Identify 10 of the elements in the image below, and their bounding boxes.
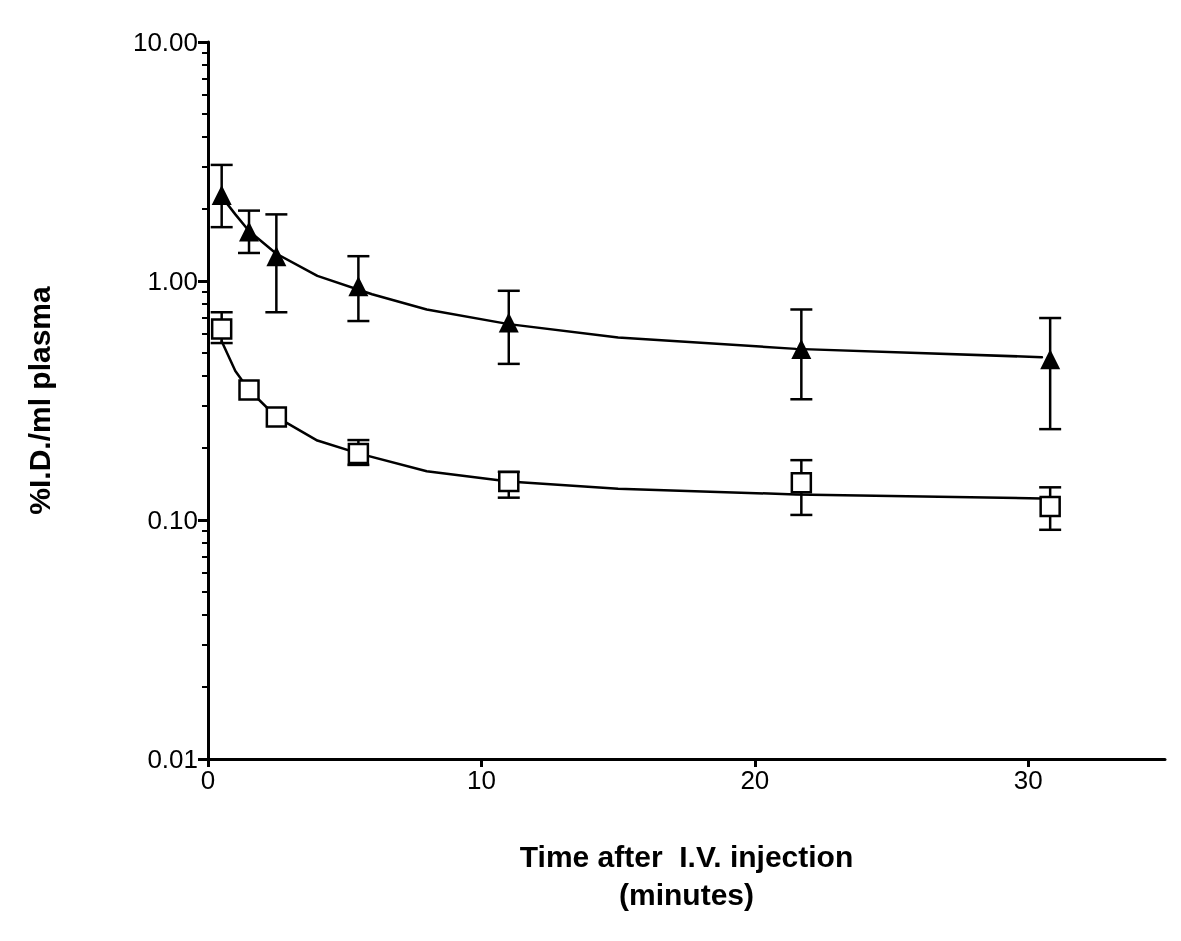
x-axis-title: Time after I.V. injection (minutes) <box>519 839 854 911</box>
y-tick-label: 0.10 <box>147 505 198 535</box>
y-tick-label: 0.01 <box>147 744 198 774</box>
x-tick-label: 30 <box>1013 765 1043 795</box>
y-axis-title: %I.D./ml plasma <box>22 285 56 515</box>
y-tick-label: 1.00 <box>147 266 198 296</box>
x-tick-label: 20 <box>740 765 770 795</box>
x-tick-label: 10 <box>466 765 496 795</box>
x-tick-label: 0 <box>200 765 216 795</box>
y-tick-label: 10.00 <box>132 27 198 57</box>
